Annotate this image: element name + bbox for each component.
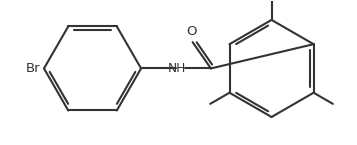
- Text: NH: NH: [167, 62, 186, 75]
- Text: Br: Br: [25, 62, 40, 75]
- Text: O: O: [186, 25, 197, 38]
